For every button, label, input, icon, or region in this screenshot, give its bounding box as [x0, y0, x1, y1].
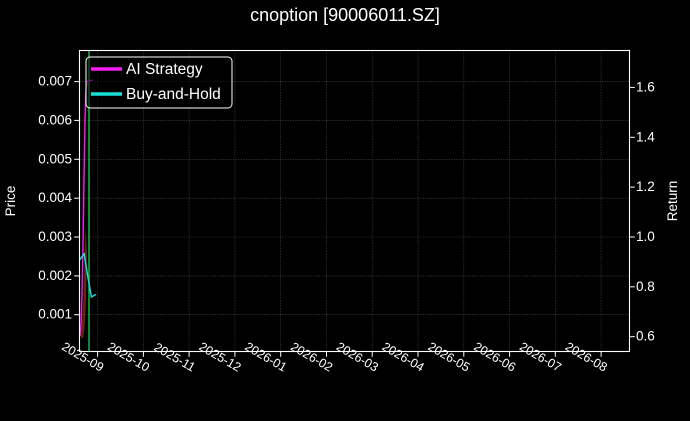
svg-text:1.2: 1.2 — [636, 179, 655, 194]
svg-text:0.8: 0.8 — [636, 279, 655, 294]
svg-text:0.004: 0.004 — [38, 190, 72, 205]
svg-text:1.4: 1.4 — [636, 129, 655, 144]
svg-text:1.0: 1.0 — [636, 229, 655, 244]
svg-text:0.006: 0.006 — [38, 112, 72, 127]
svg-text:0.6: 0.6 — [636, 329, 655, 344]
svg-text:cnoption [90006011.SZ]: cnoption [90006011.SZ] — [250, 5, 440, 25]
svg-text:0.007: 0.007 — [38, 74, 72, 89]
svg-text:Return: Return — [665, 181, 680, 222]
svg-text:1.6: 1.6 — [636, 79, 655, 94]
svg-text:0.003: 0.003 — [38, 229, 72, 244]
svg-text:AI Strategy: AI Strategy — [126, 61, 203, 78]
svg-text:0.005: 0.005 — [38, 151, 72, 166]
svg-text:0.002: 0.002 — [38, 268, 72, 283]
svg-text:Price: Price — [3, 186, 18, 217]
svg-text:0.001: 0.001 — [38, 307, 72, 322]
svg-text:Buy-and-Hold: Buy-and-Hold — [126, 86, 221, 103]
